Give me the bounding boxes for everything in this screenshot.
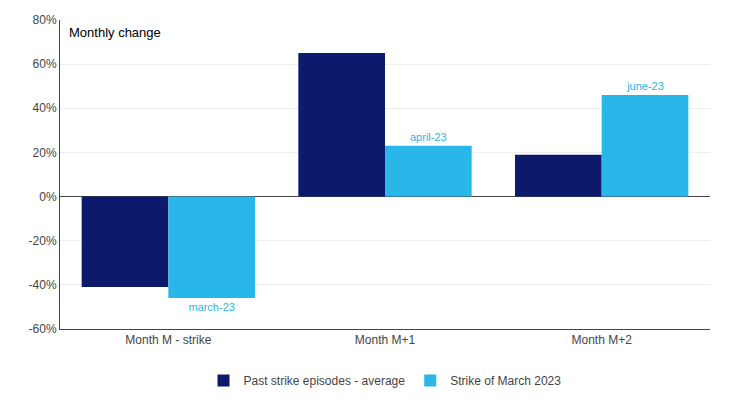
svg-text:june-23: june-23 <box>626 80 664 92</box>
svg-text:Month M+1: Month M+1 <box>355 333 416 347</box>
svg-text:Month M - strike: Month M - strike <box>125 333 211 347</box>
svg-text:Monthly change: Monthly change <box>69 25 161 40</box>
svg-text:-40%: -40% <box>29 278 57 292</box>
svg-text:-60%: -60% <box>29 322 57 336</box>
svg-text:40%: 40% <box>33 101 57 115</box>
svg-text:april-23: april-23 <box>410 131 447 143</box>
svg-text:-20%: -20% <box>29 234 57 248</box>
svg-text:80%: 80% <box>33 13 57 27</box>
svg-text:Strike of March 2023: Strike of March 2023 <box>450 374 561 388</box>
svg-text:20%: 20% <box>33 146 57 160</box>
svg-text:60%: 60% <box>33 57 57 71</box>
svg-text:Past strike episodes - average: Past strike episodes - average <box>244 374 406 388</box>
svg-text:Month M+2: Month M+2 <box>571 333 632 347</box>
svg-text:march-23: march-23 <box>188 301 234 313</box>
svg-text:0%: 0% <box>39 190 57 204</box>
